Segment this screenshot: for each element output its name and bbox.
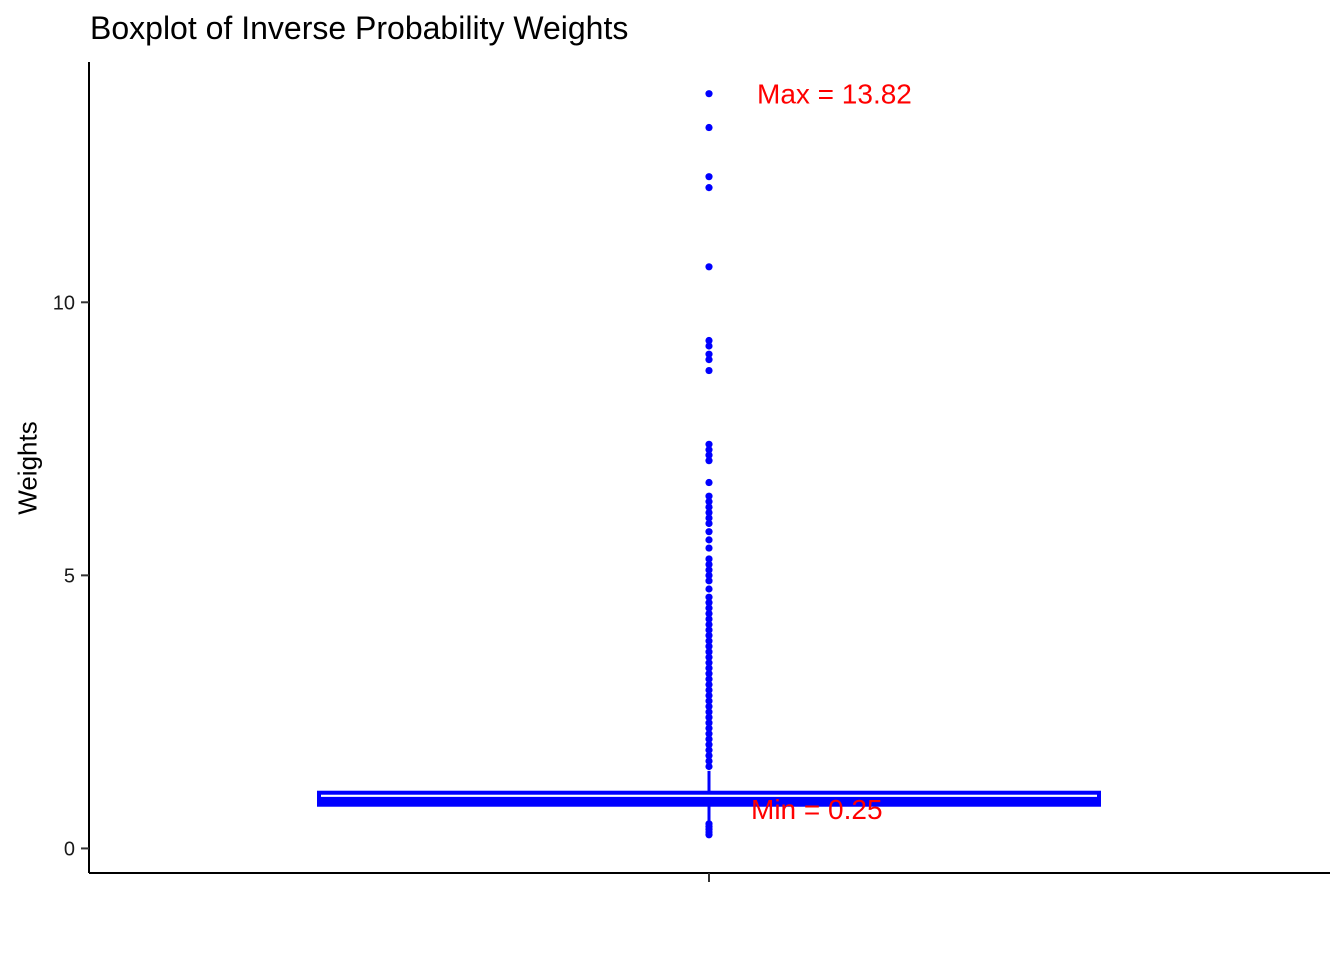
outlier-point-44 [705,670,713,678]
outlier-point-6 [705,342,713,350]
outlier-point-17 [705,503,713,511]
outlier-point-2 [705,173,713,181]
annotation-1: Min = 0.25 [751,794,883,825]
y-tick-label-10: 10 [53,292,75,314]
outlier-point-18 [705,508,713,517]
outlier-point-28 [705,577,713,585]
outlier-point-5 [705,336,713,345]
outlier-point-34 [705,615,713,623]
outlier-point-22 [705,536,713,544]
outlier-point-26 [705,566,713,574]
outlier-point-15 [705,492,713,500]
outlier-point-24 [705,555,713,563]
outlier-point-59 [705,751,713,760]
outlier-point-4 [705,263,713,271]
outlier-point-9 [705,366,713,375]
outlier-point-14 [705,478,713,487]
outlier-point-56 [705,735,713,743]
y-tick-label-5: 5 [64,565,75,587]
y-tick-label-0: 0 [64,838,75,860]
outlier-point-58 [705,746,713,754]
outlier-point-55 [705,730,713,738]
outlier-point-32 [705,604,713,612]
outlier-point-60 [705,757,713,765]
outlier-point-12 [705,451,713,459]
outlier-point-30 [705,593,713,601]
outlier-point-31 [705,599,713,607]
outlier-point-23 [705,544,713,552]
outlier-point-42 [705,659,713,667]
outlier-point-37 [705,631,713,640]
outlier-point-11 [705,446,713,454]
outlier-point-48 [705,691,713,700]
outlier-point-35 [705,620,713,629]
outlier-point-13 [705,457,713,465]
outlier-point-57 [705,741,713,749]
outlier-point-10 [705,440,713,448]
annotation-0: Max = 13.82 [757,79,912,110]
outlier-point-1 [705,123,713,132]
outlier-point-39 [705,642,713,650]
outlier-point-49 [705,697,713,705]
outlier-point-19 [705,514,713,522]
outlier-point-8 [705,356,713,364]
outlier-point-46 [705,680,713,689]
outlier-point-20 [705,519,713,528]
outlier-point-53 [705,719,713,727]
outlier-point-50 [705,702,713,711]
outlier-point-0 [705,90,713,98]
outlier-point-61 [705,762,713,771]
outlier-point-33 [705,609,713,618]
outlier-point-43 [705,664,713,672]
outlier-point-38 [705,637,713,645]
outlier-point-66 [705,831,713,839]
chart-title: Boxplot of Inverse Probability Weights [90,10,629,46]
outlier-point-25 [705,560,713,569]
outlier-point-7 [705,350,713,358]
outlier-point-45 [705,675,713,683]
outlier-point-52 [705,713,713,721]
outlier-point-36 [705,626,713,634]
outlier-point-29 [705,585,713,593]
outlier-point-47 [705,686,713,694]
outlier-point-3 [705,184,713,192]
outlier-point-51 [705,708,713,716]
outlier-point-41 [705,653,713,661]
outlier-point-16 [705,498,713,506]
outlier-point-27 [705,571,713,579]
outlier-point-54 [705,724,713,732]
outlier-point-21 [705,528,713,536]
outlier-point-40 [705,648,713,656]
